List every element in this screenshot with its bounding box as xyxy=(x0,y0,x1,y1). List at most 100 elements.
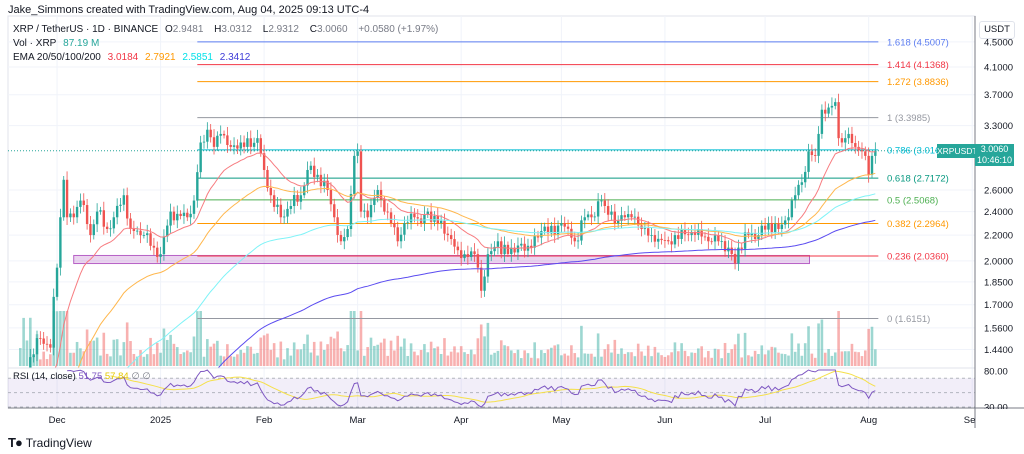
time-axis: Dec 2025 Feb Mar Apr May Jun Jul Aug Sep xyxy=(49,415,981,426)
candle-body xyxy=(763,225,767,230)
volume-bar xyxy=(533,342,536,366)
volume-bar xyxy=(39,359,42,366)
volume-bar xyxy=(576,357,580,366)
symbol-title[interactable]: XRP / TetherUS · 1D · BINANCE xyxy=(13,24,159,35)
candle xyxy=(323,173,326,193)
candle-body xyxy=(536,236,540,238)
volume-bar xyxy=(142,356,146,366)
volume-bar xyxy=(322,349,326,366)
candle-body xyxy=(496,241,500,247)
volume-bar xyxy=(803,343,807,366)
candle xyxy=(146,224,149,243)
candle-body xyxy=(490,251,493,255)
candle xyxy=(356,143,359,164)
candle xyxy=(470,247,473,261)
candle xyxy=(707,228,710,250)
candle-body xyxy=(800,182,804,185)
volume-bar xyxy=(62,311,66,366)
candle xyxy=(439,214,443,229)
candle-body xyxy=(817,133,820,156)
volume-bar xyxy=(543,353,546,366)
candle xyxy=(446,226,450,242)
candle-body xyxy=(576,240,580,242)
fib-label-1: 1 (3.3985) xyxy=(887,113,930,124)
candle-body xyxy=(39,338,42,339)
volume-bar xyxy=(469,349,473,366)
candle-body xyxy=(346,229,349,238)
volume-bar xyxy=(72,352,76,366)
candle-body xyxy=(269,187,272,196)
volume-bar xyxy=(292,342,296,366)
candle-body xyxy=(670,241,673,245)
candle-body xyxy=(867,155,870,175)
volume-bar xyxy=(186,350,189,366)
candle xyxy=(797,180,800,200)
volume-bar xyxy=(289,355,293,366)
candle xyxy=(590,205,593,226)
volume-label[interactable]: Vol · XRP xyxy=(13,38,57,49)
candle xyxy=(39,331,42,345)
candle-body xyxy=(65,179,69,218)
volume-bar xyxy=(65,311,69,366)
candle xyxy=(423,206,426,231)
candle xyxy=(379,181,383,208)
candle xyxy=(166,219,169,243)
candle-body xyxy=(92,224,95,236)
candle-body xyxy=(740,247,743,249)
candle-body xyxy=(45,343,49,345)
volume-bar xyxy=(874,349,877,366)
volume-value: 87.19 M xyxy=(63,38,100,49)
volume-bar xyxy=(359,311,363,366)
candle-body xyxy=(373,197,376,205)
candle-body xyxy=(650,235,653,236)
candle-body xyxy=(366,210,369,218)
volume-bar xyxy=(737,333,740,366)
candle-body xyxy=(156,247,159,257)
volume-bar xyxy=(433,348,436,366)
candle xyxy=(563,216,566,233)
volume-bar xyxy=(787,355,790,366)
candle-body xyxy=(510,247,513,254)
candle-body xyxy=(787,217,790,221)
volume-bar xyxy=(630,352,633,366)
volume-bar xyxy=(570,345,573,366)
candle xyxy=(740,242,743,254)
candle-body xyxy=(693,231,697,235)
candle-body xyxy=(783,220,787,225)
symbol-legend: XRP / TetherUS · 1D · BINANCE O2.9481 H3… xyxy=(13,24,442,35)
volume-bar xyxy=(583,353,587,366)
volume-bar xyxy=(700,346,703,366)
candle xyxy=(663,231,667,248)
candle xyxy=(72,205,75,225)
candle-body xyxy=(864,151,867,156)
rsi-pane xyxy=(8,367,975,408)
candle-body xyxy=(309,165,313,170)
rsi-label[interactable]: RSI (14, close) xyxy=(13,371,76,382)
currency-button[interactable]: USDT xyxy=(979,21,1015,39)
candle-body xyxy=(439,220,443,224)
candle xyxy=(333,198,336,223)
candle xyxy=(483,269,486,297)
candle-body xyxy=(152,245,156,248)
candle xyxy=(834,98,837,110)
candle-body xyxy=(426,211,429,215)
volume-bar xyxy=(553,345,556,366)
candle-body xyxy=(603,200,606,207)
volume-bar xyxy=(676,351,680,366)
price-tick: 3.7000 xyxy=(984,90,1013,101)
volume-bar xyxy=(503,345,506,366)
candle-body xyxy=(246,138,249,147)
candle-body xyxy=(433,215,436,222)
candle xyxy=(523,236,526,258)
tradingview-logo[interactable]: T● TradingView xyxy=(8,435,92,450)
hidden-value-icon: ∅ ∅ xyxy=(131,371,151,382)
volume-bar xyxy=(463,352,466,366)
candle-body xyxy=(172,211,176,221)
candle xyxy=(125,187,129,226)
candle-body xyxy=(209,129,212,138)
volume-bar xyxy=(610,352,613,366)
volume-bar xyxy=(530,357,533,366)
volume-bar xyxy=(770,346,774,366)
ema-label[interactable]: EMA 20/50/100/200 xyxy=(13,52,101,63)
